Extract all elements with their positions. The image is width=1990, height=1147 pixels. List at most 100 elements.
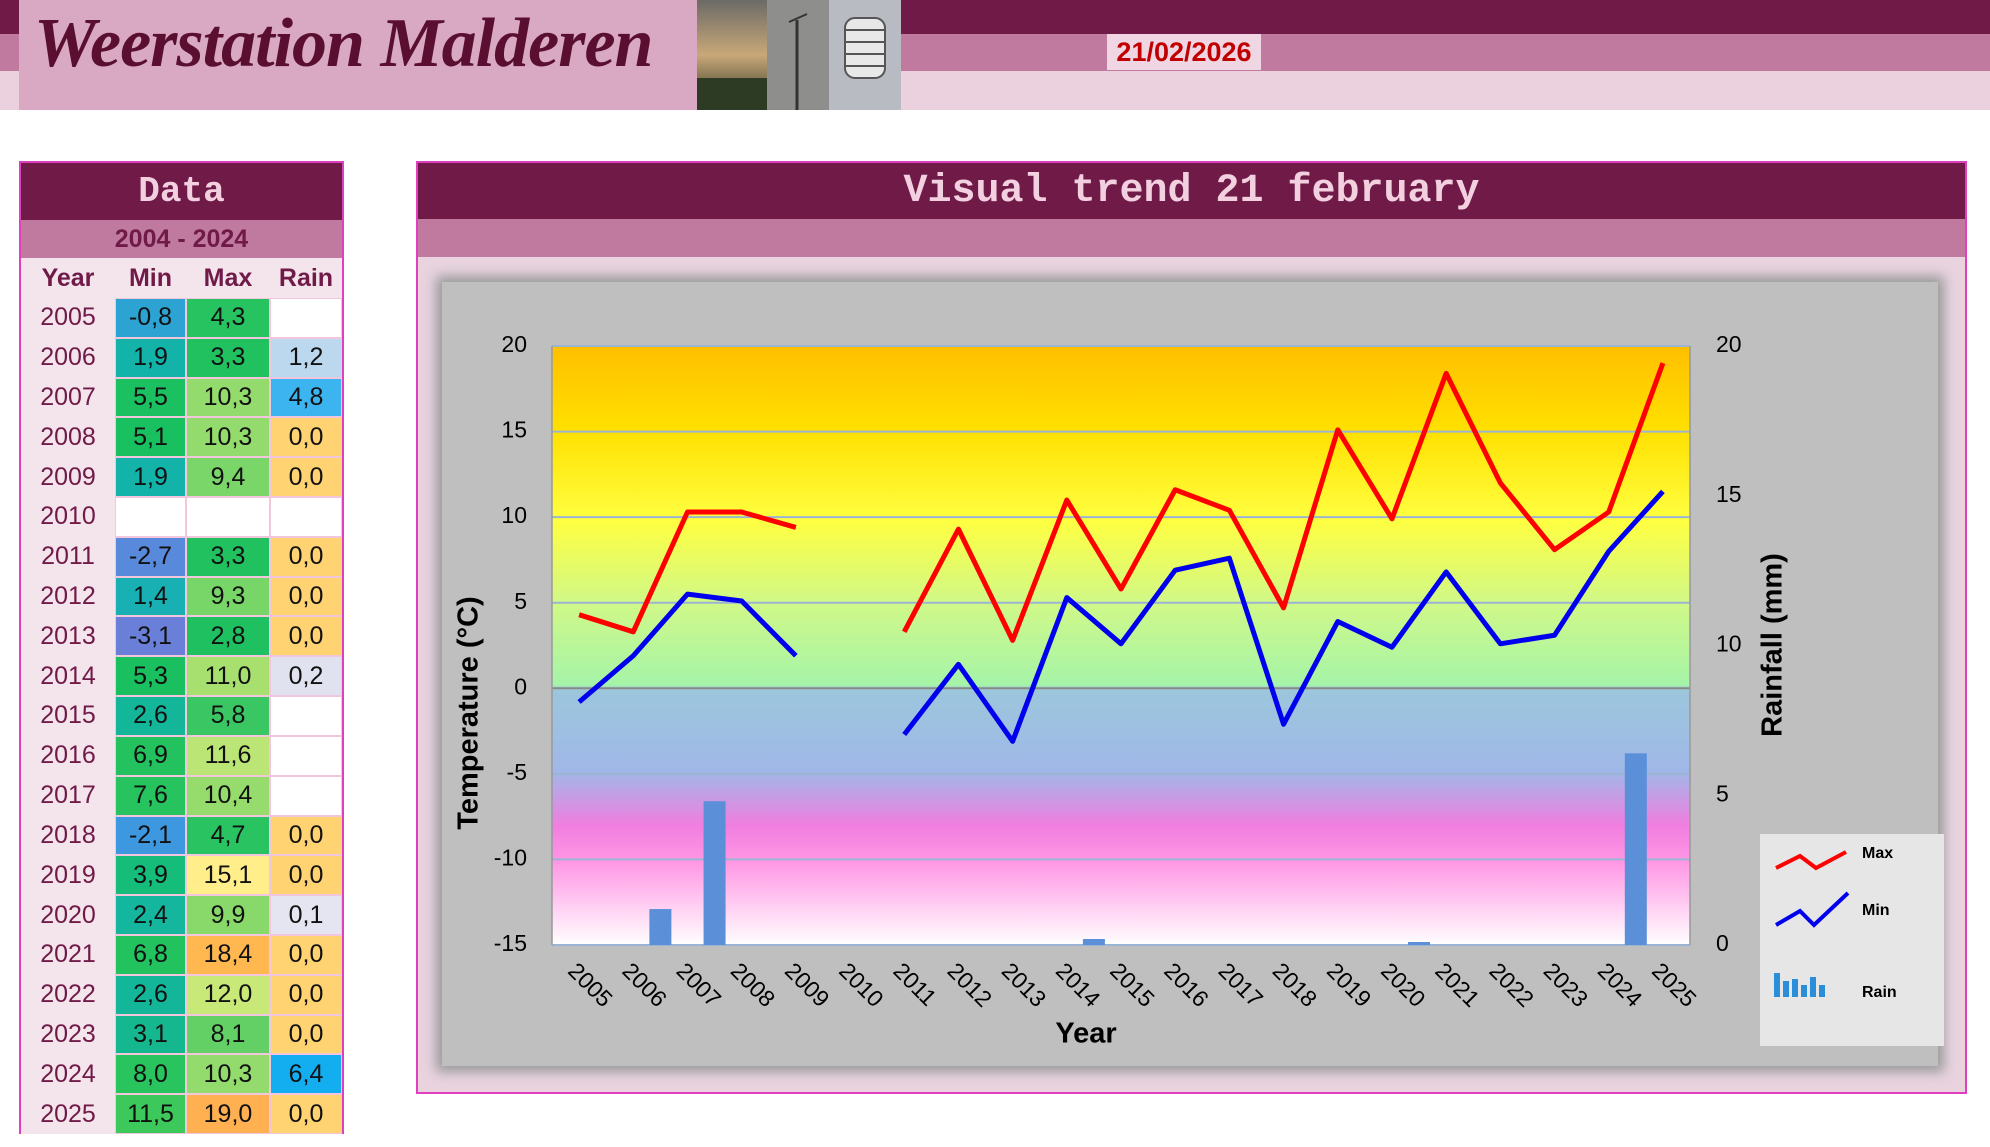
- table-period: 2004 - 2024: [21, 220, 342, 258]
- value-cell: 0,1: [270, 895, 342, 935]
- value-cell: 0,0: [270, 616, 342, 657]
- legend: [1760, 834, 1944, 1046]
- value-cell: -2,1: [115, 815, 186, 856]
- year-cell: 2010: [21, 497, 115, 537]
- year-cell: 2017: [21, 775, 115, 816]
- value-cell: 1,4: [115, 576, 186, 617]
- value-cell: 8,1: [186, 1014, 270, 1055]
- year-cell: 2014: [21, 656, 115, 697]
- rain-bar: [1408, 942, 1431, 945]
- table-title: Data: [21, 163, 342, 220]
- value-cell: 9,9: [186, 895, 270, 935]
- year-cell: 2024: [21, 1054, 115, 1095]
- rain-bar: [1082, 939, 1105, 945]
- value-cell: 10,4: [186, 775, 270, 816]
- column-header: Rain: [270, 258, 342, 298]
- value-cell: 11,6: [186, 735, 270, 776]
- y2-tick-label: 10: [1716, 631, 1742, 657]
- value-cell: 6,9: [115, 735, 186, 776]
- year-cell: 2007: [21, 377, 115, 418]
- year-cell: 2016: [21, 735, 115, 776]
- rain-bar: [649, 909, 672, 945]
- value-cell: 3,9: [115, 855, 186, 896]
- line-min: [577, 489, 1665, 744]
- legend-label: Rain: [1862, 984, 1897, 1001]
- value-cell: 5,3: [115, 656, 186, 697]
- value-cell: 7,6: [115, 775, 186, 816]
- value-cell: 0,0: [270, 1094, 342, 1134]
- line-max: [578, 362, 1666, 643]
- value-cell: 6,4: [270, 1054, 342, 1095]
- y-tick-label: -15: [494, 930, 527, 956]
- rain-bar: [703, 801, 726, 945]
- legend-label: Max: [1862, 845, 1893, 862]
- value-cell: 1,9: [115, 457, 186, 498]
- header-photo: [697, 0, 901, 110]
- value-cell: 1,9: [115, 337, 186, 378]
- value-cell: [270, 298, 342, 338]
- y2-tick-label: 20: [1716, 331, 1742, 357]
- y-tick-label: 5: [514, 588, 527, 614]
- y-tick-label: 10: [501, 502, 527, 528]
- value-cell: 11,0: [186, 656, 270, 697]
- header-title-box: [19, 0, 697, 110]
- value-cell: -2,7: [115, 536, 186, 577]
- value-cell: 11,5: [115, 1094, 186, 1134]
- year-cell: 2021: [21, 934, 115, 975]
- value-cell: 10,3: [186, 1054, 270, 1095]
- column-header: Year: [21, 258, 115, 298]
- value-cell: 4,7: [186, 815, 270, 856]
- year-cell: 2015: [21, 696, 115, 736]
- value-cell: 1,2: [270, 337, 342, 378]
- value-cell: 5,1: [115, 417, 186, 458]
- value-cell: -0,8: [115, 298, 186, 338]
- year-cell: 2009: [21, 457, 115, 498]
- value-cell: [186, 497, 270, 537]
- value-cell: [270, 497, 342, 537]
- value-cell: 0,0: [270, 1014, 342, 1055]
- legend-icon: [1810, 977, 1816, 997]
- legend-label: Min: [1862, 902, 1890, 919]
- year-cell: 2023: [21, 1014, 115, 1055]
- year-cell: 2005: [21, 298, 115, 338]
- column-header: Max: [186, 258, 270, 298]
- year-cell: 2020: [21, 895, 115, 935]
- legend-icon: [1801, 985, 1807, 997]
- value-cell: 0,0: [270, 576, 342, 617]
- value-cell: 3,3: [186, 536, 270, 577]
- value-cell: 0,2: [270, 656, 342, 697]
- value-cell: [270, 696, 342, 736]
- column-header: Min: [115, 258, 186, 298]
- chart-title-bar: Visual trend 21 february: [418, 163, 1965, 219]
- year-cell: 2008: [21, 417, 115, 458]
- y-tick-label: -5: [507, 759, 527, 785]
- value-cell: 5,8: [186, 696, 270, 736]
- site-title: Weerstation Malderen: [34, 5, 653, 82]
- value-cell: 6,8: [115, 934, 186, 975]
- value-cell: -3,1: [115, 616, 186, 657]
- value-cell: 10,3: [186, 377, 270, 418]
- date-label: 21/02/2026: [1107, 34, 1261, 70]
- value-cell: 8,0: [115, 1054, 186, 1095]
- value-cell: 15,1: [186, 855, 270, 896]
- value-cell: 0,0: [270, 457, 342, 498]
- value-cell: 2,6: [115, 974, 186, 1015]
- value-cell: 2,8: [186, 616, 270, 657]
- value-cell: 0,0: [270, 974, 342, 1015]
- value-cell: 2,6: [115, 696, 186, 736]
- y-tick-label: 20: [501, 331, 527, 357]
- value-cell: 3,3: [186, 337, 270, 378]
- value-cell: 0,0: [270, 417, 342, 458]
- value-cell: 18,4: [186, 934, 270, 975]
- value-cell: 0,0: [270, 536, 342, 577]
- value-cell: 0,0: [270, 855, 342, 896]
- value-cell: 10,3: [186, 417, 270, 458]
- year-cell: 2006: [21, 337, 115, 378]
- y2-tick-label: 15: [1716, 481, 1742, 507]
- year-cell: 2011: [21, 536, 115, 577]
- y-tick-label: 15: [501, 417, 527, 443]
- value-cell: 19,0: [186, 1094, 270, 1134]
- year-cell: 2012: [21, 576, 115, 617]
- y-tick-label: -10: [494, 845, 527, 871]
